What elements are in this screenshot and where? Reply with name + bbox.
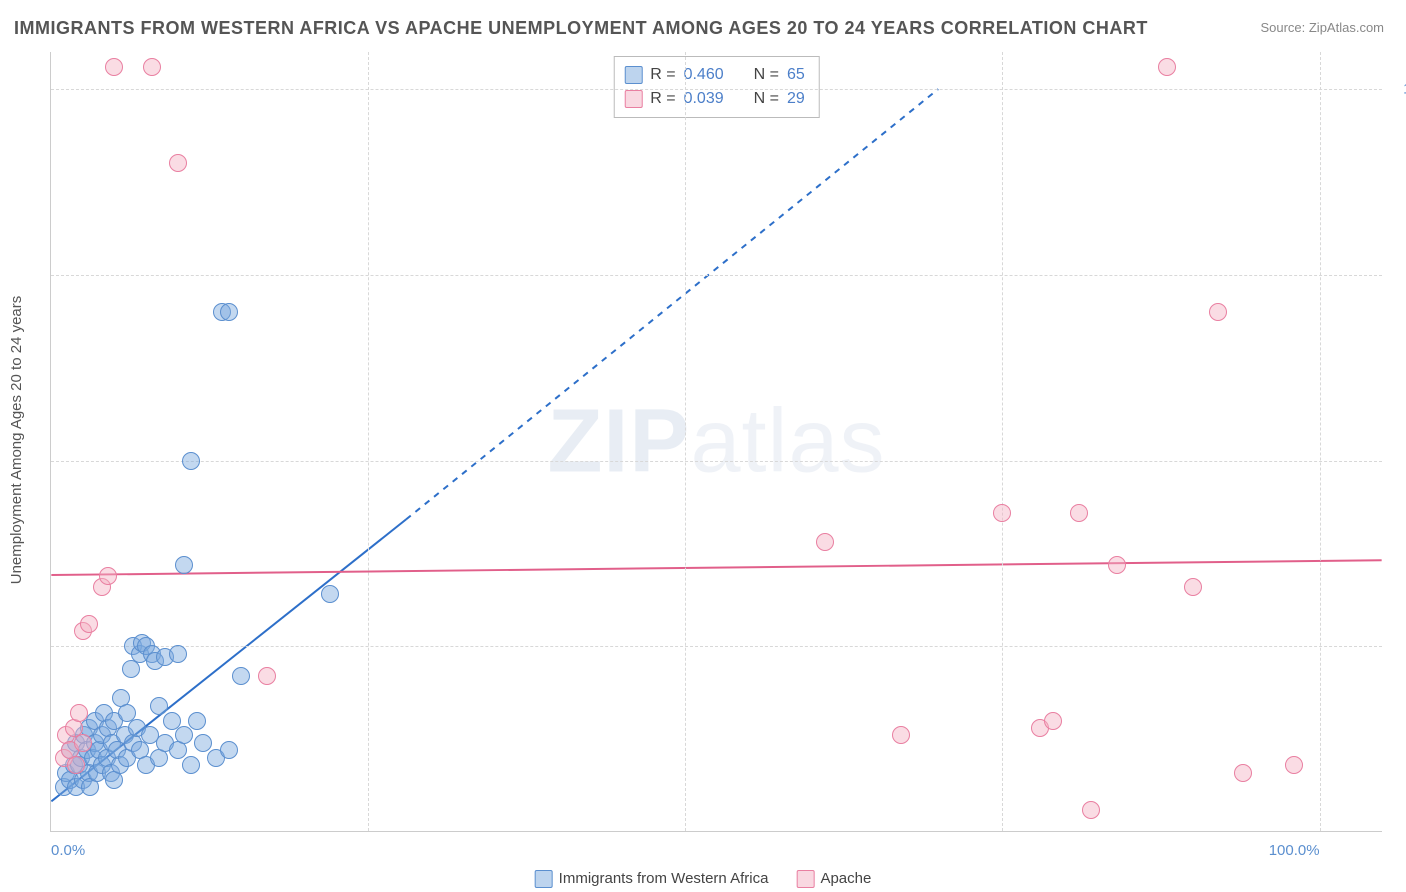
r-value: 0.460 (684, 63, 724, 87)
x-tick-label: 100.0% (1269, 842, 1320, 859)
data-point-pink (892, 726, 910, 744)
data-point-blue (321, 585, 339, 603)
watermark: ZIPatlas (547, 390, 885, 493)
n-value: 65 (787, 63, 805, 87)
data-point-pink (1158, 58, 1176, 76)
data-point-pink (70, 704, 88, 722)
data-point-pink (99, 567, 117, 585)
data-point-blue (182, 756, 200, 774)
n-label: N = (754, 87, 779, 111)
data-point-pink (1184, 578, 1202, 596)
y-tick-label: 25.0% (1394, 638, 1406, 655)
data-point-pink (105, 58, 123, 76)
data-point-blue (175, 556, 193, 574)
data-point-pink (1082, 801, 1100, 819)
data-point-pink (1044, 712, 1062, 730)
gridline-h (51, 275, 1382, 276)
page-title: IMMIGRANTS FROM WESTERN AFRICA VS APACHE… (14, 18, 1148, 39)
gridline-h (51, 461, 1382, 462)
data-point-pink (80, 615, 98, 633)
series-legend-item: Immigrants from Western Africa (535, 870, 769, 888)
stats-legend-row: R = 0.039 N = 29 (624, 87, 805, 111)
data-point-blue (232, 667, 250, 685)
legend-swatch-icon (796, 870, 814, 888)
series-legend-label: Apache (820, 870, 871, 887)
data-point-pink (1108, 556, 1126, 574)
stats-legend: R = 0.460 N = 65 R = 0.039 N = 29 (613, 56, 820, 118)
data-point-blue (182, 452, 200, 470)
series-legend-item: Apache (796, 870, 871, 888)
gridline-v (368, 52, 369, 831)
data-point-blue (220, 303, 238, 321)
y-tick-label: 100.0% (1394, 81, 1406, 98)
data-point-pink (74, 734, 92, 752)
data-point-blue (220, 741, 238, 759)
data-point-blue (150, 697, 168, 715)
data-point-pink (1285, 756, 1303, 774)
data-point-pink (67, 756, 85, 774)
r-value: 0.039 (684, 87, 724, 111)
data-point-pink (143, 58, 161, 76)
gridline-v (685, 52, 686, 831)
data-point-pink (169, 154, 187, 172)
gridline-v (1320, 52, 1321, 831)
legend-swatch-icon (624, 66, 642, 84)
series-legend: Immigrants from Western Africa Apache (535, 870, 872, 888)
r-label: R = (650, 87, 675, 111)
data-point-pink (993, 504, 1011, 522)
r-label: R = (650, 63, 675, 87)
data-point-pink (1234, 764, 1252, 782)
legend-swatch-icon (535, 870, 553, 888)
gridline-h (51, 646, 1382, 647)
series-legend-label: Immigrants from Western Africa (559, 870, 769, 887)
legend-swatch-icon (624, 90, 642, 108)
stats-legend-row: R = 0.460 N = 65 (624, 63, 805, 87)
source-attribution: Source: ZipAtlas.com (1260, 20, 1384, 35)
y-tick-label: 50.0% (1394, 452, 1406, 469)
n-value: 29 (787, 87, 805, 111)
data-point-pink (1209, 303, 1227, 321)
trend-lines (51, 52, 1382, 831)
data-point-blue (194, 734, 212, 752)
data-point-pink (258, 667, 276, 685)
y-axis-title: Unemployment Among Ages 20 to 24 years (8, 296, 25, 585)
gridline-v (1002, 52, 1003, 831)
data-point-pink (816, 533, 834, 551)
y-tick-label: 75.0% (1394, 266, 1406, 283)
data-point-blue (175, 726, 193, 744)
data-point-blue (163, 712, 181, 730)
n-label: N = (754, 63, 779, 87)
data-point-blue (188, 712, 206, 730)
gridline-h (51, 89, 1382, 90)
data-point-pink (1070, 504, 1088, 522)
x-tick-label: 0.0% (51, 842, 85, 859)
scatter-plot: ZIPatlas R = 0.460N = 65R = 0.039N = 29 … (50, 52, 1382, 832)
data-point-blue (169, 645, 187, 663)
